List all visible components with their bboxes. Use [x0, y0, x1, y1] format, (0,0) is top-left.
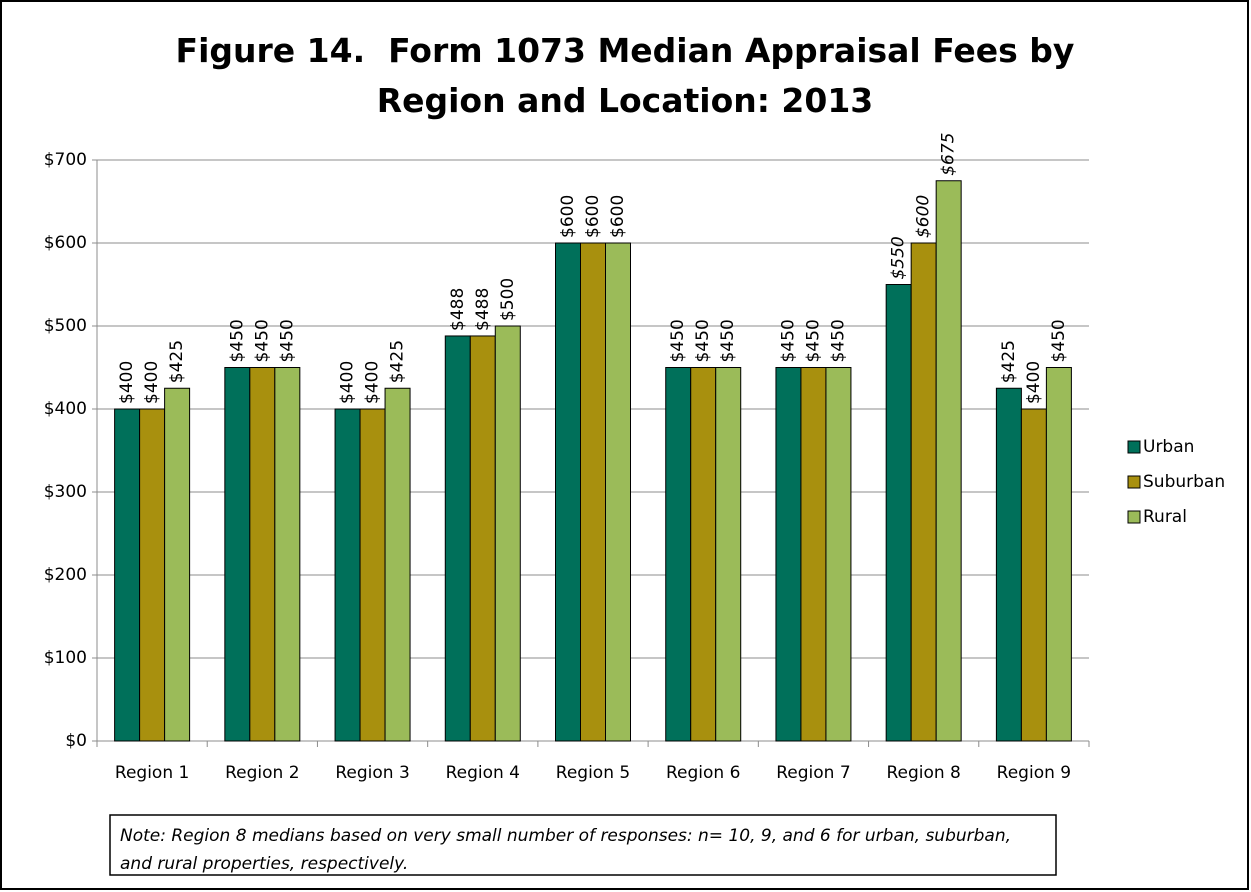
y-tick-label: $300 [44, 482, 87, 502]
x-tick-label: Region 2 [225, 763, 299, 783]
y-tick-label: $100 [44, 648, 87, 668]
y-tick-label: $200 [44, 565, 87, 585]
value-label: $425 [388, 340, 408, 383]
value-label: $675 [939, 132, 959, 175]
x-tick-label: Region 5 [556, 763, 630, 783]
bar [334, 408, 361, 742]
bar [1020, 408, 1047, 742]
bar [555, 242, 581, 742]
bar [249, 367, 276, 742]
value-label: $600 [558, 195, 578, 238]
legend-label: Rural [1143, 507, 1187, 527]
value-label: $450 [693, 319, 713, 362]
value-label: $450 [277, 319, 297, 362]
bar [469, 335, 496, 742]
chart-title: Figure 14. Form 1073 Median Appraisal Fe… [175, 31, 1086, 120]
bar [164, 387, 191, 742]
bar [935, 180, 962, 742]
bar [800, 367, 827, 742]
note-box [109, 814, 1057, 876]
bar [605, 242, 631, 742]
x-tick-label: Region 9 [997, 763, 1071, 783]
value-label: $425 [999, 340, 1019, 383]
x-tick-label: Region 7 [776, 763, 850, 783]
value-label: $400 [338, 361, 358, 404]
x-tick-label: Region 4 [446, 763, 520, 783]
value-label: $450 [718, 319, 738, 362]
bar [775, 367, 802, 742]
value-label: $600 [583, 195, 603, 238]
bar [665, 367, 692, 742]
legend-label: Suburban [1143, 472, 1225, 492]
value-label: $450 [803, 319, 823, 362]
value-label: $400 [363, 361, 383, 404]
value-label: $488 [473, 288, 493, 331]
bar [1045, 367, 1072, 742]
bar [114, 408, 141, 742]
value-label: $600 [608, 195, 628, 238]
value-label: $600 [914, 195, 934, 238]
legend-swatch [1127, 510, 1141, 524]
bar [359, 408, 386, 742]
bar [580, 242, 606, 742]
value-label: $400 [117, 361, 137, 404]
bar [715, 367, 742, 742]
x-tick-label: Region 6 [666, 763, 740, 783]
value-label: $450 [227, 319, 247, 362]
value-label: $450 [828, 319, 848, 362]
value-label: $450 [252, 319, 272, 362]
value-label: $425 [167, 340, 187, 383]
y-tick-label: $500 [44, 316, 87, 336]
note: Note: Region 8 medians based on very sma… [120, 826, 1012, 874]
bar [494, 325, 521, 742]
bar [885, 284, 912, 742]
bar [690, 367, 717, 742]
y-tick-label: $700 [44, 150, 87, 170]
y-tick-label: $0 [65, 731, 87, 751]
legend-swatch [1127, 475, 1141, 489]
value-label: $450 [668, 319, 688, 362]
y-tick-label: $400 [44, 399, 87, 419]
x-tick-label: Region 1 [115, 763, 189, 783]
bar [139, 408, 166, 742]
value-label: $400 [142, 361, 162, 404]
x-tick-label: Region 3 [335, 763, 409, 783]
bar [224, 367, 251, 742]
value-label: $550 [889, 236, 909, 279]
bar [384, 387, 411, 742]
value-label: $488 [448, 288, 468, 331]
value-label: $450 [1049, 319, 1069, 362]
bar [274, 367, 301, 742]
bar [825, 367, 852, 742]
y-tick-label: $600 [44, 233, 87, 253]
bar [910, 242, 937, 742]
value-label: $450 [778, 319, 798, 362]
value-label: $500 [498, 278, 518, 321]
bar [995, 387, 1022, 742]
x-tick-label: Region 8 [886, 763, 960, 783]
bar [444, 335, 471, 742]
value-label: $400 [1024, 361, 1044, 404]
legend-swatch [1127, 440, 1141, 454]
legend-label: Urban [1143, 437, 1194, 457]
